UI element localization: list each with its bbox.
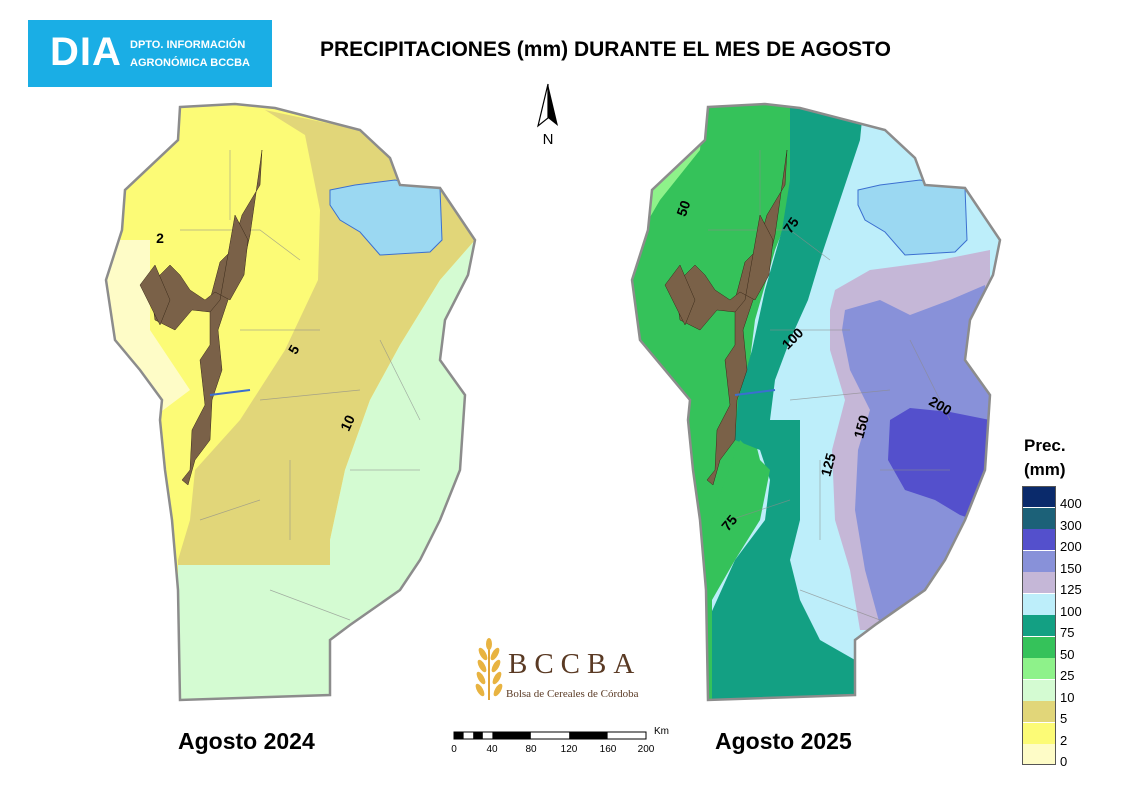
scale-tick: 200 — [637, 744, 655, 755]
logo-main-text: DIA — [50, 30, 122, 74]
map-caption-2025: Agosto 2025 — [715, 728, 852, 754]
legend-swatch — [1022, 701, 1056, 722]
legend-label: 25 — [1060, 668, 1075, 683]
legend-title: Prec. (mm) — [1024, 434, 1066, 482]
legend-label: 10 — [1060, 689, 1075, 705]
legend-swatch — [1022, 722, 1056, 744]
precipitation-legend: Prec. (mm) 400 300 200 150 125 100 75 50 25 10 5 2 0 — [1018, 434, 1118, 774]
legend-label: 300 — [1060, 517, 1082, 533]
legend-label: 75 — [1060, 625, 1075, 640]
wheat-icon — [475, 638, 503, 700]
legend-label: 50 — [1060, 646, 1075, 662]
legend-swatch — [1022, 550, 1056, 572]
scale-unit: Km — [654, 726, 669, 737]
legend-swatch — [1022, 636, 1056, 658]
north-label: N — [543, 131, 554, 148]
scale-tick: 120 — [560, 744, 578, 755]
dia-logo: DIA DPTO. INFORMACIÓN AGRONÓMICA BCCBA — [28, 20, 272, 87]
bccba-brand: BCCBA Bolsa de Cereales de Córdoba — [468, 638, 668, 704]
legend-swatch — [1022, 507, 1056, 529]
legend-label: 125 — [1060, 582, 1082, 597]
legend-swatch — [1022, 486, 1056, 507]
legend-title-line-1: Prec. — [1024, 436, 1066, 455]
legend-swatch — [1022, 658, 1056, 679]
legend-swatch — [1022, 593, 1056, 615]
isoline-label-150: 150 — [850, 413, 872, 440]
scale-tick: 0 — [451, 744, 457, 755]
legend-swatch — [1022, 679, 1056, 701]
legend-swatch — [1022, 529, 1056, 550]
isoline-label-125: 125 — [817, 451, 839, 478]
legend-label: 200 — [1060, 539, 1082, 554]
legend-label: 0 — [1060, 754, 1068, 769]
legend-label: 5 — [1060, 711, 1068, 726]
legend-label: 2 — [1060, 732, 1068, 748]
map-caption-2024: Agosto 2024 — [178, 728, 315, 754]
legend-frame — [1022, 486, 1056, 765]
legend-title-line-2: (mm) — [1024, 460, 1066, 479]
brand-subtitle: Bolsa de Cereales de Córdoba — [506, 688, 639, 700]
legend-label: 150 — [1060, 560, 1082, 576]
isoline-label-10: 10 — [337, 412, 358, 433]
map-agosto-2024: 2 5 10 — [104, 102, 477, 702]
logo-line-1: DPTO. INFORMACIÓN — [130, 39, 246, 51]
isoline-label-2: 2 — [156, 230, 164, 246]
scale-tick: 40 — [486, 744, 498, 755]
legend-label: 400 — [1060, 496, 1082, 511]
legend-swatch — [1022, 615, 1056, 636]
legend-swatch — [1022, 572, 1056, 593]
scale-bar: Km 0 40 80 120 160 200 — [448, 724, 680, 760]
scale-tick: 160 — [599, 744, 617, 755]
legend-swatch — [1022, 744, 1056, 765]
page-title: PRECIPITACIONES (mm) DURANTE EL MES DE A… — [320, 38, 891, 61]
legend-label: 100 — [1060, 603, 1082, 619]
map-agosto-2025: 50 75 100 125 150 200 75 — [630, 102, 1002, 702]
isoline-label-50: 50 — [673, 198, 693, 218]
north-arrow-icon: N — [528, 80, 572, 152]
brand-name: BCCBA — [508, 648, 642, 680]
scale-tick: 80 — [525, 744, 537, 755]
logo-line-2: AGRONÓMICA BCCBA — [130, 57, 250, 69]
